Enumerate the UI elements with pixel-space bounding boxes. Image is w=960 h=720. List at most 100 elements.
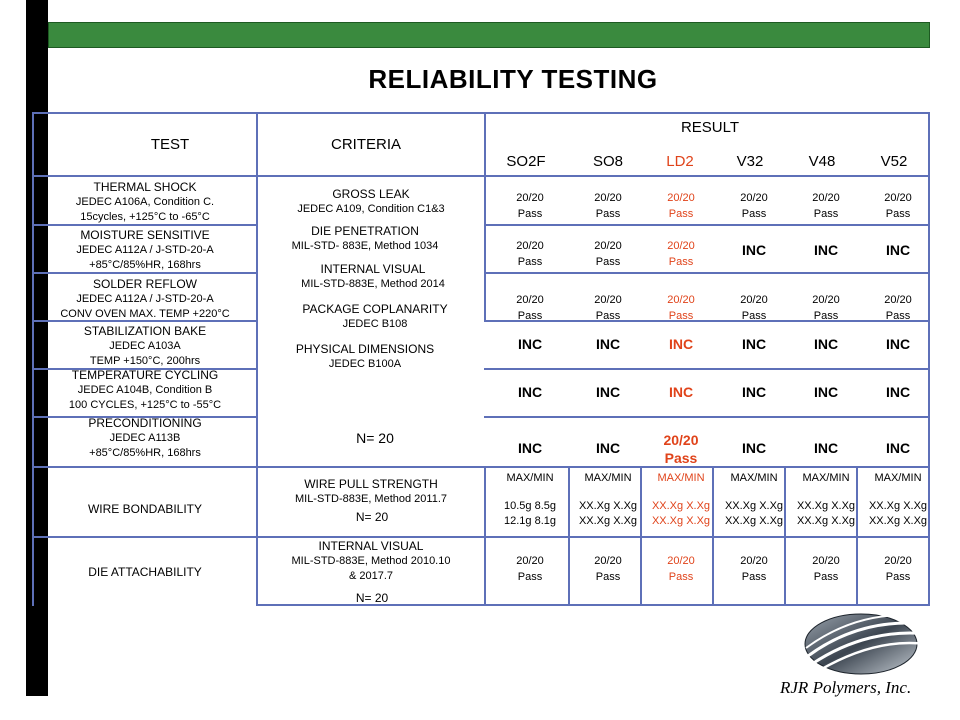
header-bar [48,22,930,48]
result-thermal_shock-so8-status: Pass [595,208,621,220]
grid-line [32,224,258,226]
wire-so8-min: XX.Xg X.Xg [578,515,638,527]
result-solder_reflow-ld2-status: Pass [668,310,694,322]
test-thermal-shock: THERMAL SHOCK JEDEC A106A, Condition C. 15… [75,180,215,223]
die-v52-status: Pass [885,571,911,583]
criteria-header: CRITERIA [330,136,401,153]
grid-line [32,272,258,274]
result-solder_reflow-ld2-count: 20/20 [667,294,695,306]
die-so8-count: 20/20 [594,555,622,567]
result-temp_cycling-v32: INC [741,384,767,400]
column-header-ld2: LD2 [666,153,694,170]
wire-v48-max: XX.Xg X.Xg [796,500,856,512]
test-header: TEST [150,136,190,153]
die-attach-sample-size: N= 20 [355,591,389,605]
result-stabilization-v48: INC [813,336,839,352]
wire-ld2-header: MAX/MIN [657,472,705,484]
column-header-so2f: SO2F [506,153,546,170]
result-moisture-so8-count: 20/20 [594,240,622,252]
result-temp_cycling-v52: INC [885,384,911,400]
grid-line [484,224,930,226]
result-stabilization-so2f: INC [517,336,543,352]
grid-line [928,112,930,606]
result-thermal_shock-ld2-status: Pass [668,208,694,220]
test-moisture-sensitive: MOISTURE SENSITIVE JEDEC A112A / J-STD-20… [76,228,214,271]
result-thermal_shock-v32-count: 20/20 [740,192,768,204]
criteria-physical-dimensions: PHYSICAL DIMENSIONS JEDEC B100A [295,342,435,370]
result-moisture-ld2-count: 20/20 [667,240,695,252]
result-stabilization-so8: INC [595,336,621,352]
test-temperature-cycling: TEMPERATURE CYCLING JEDEC A104B, Conditio… [68,368,222,411]
grid-line [32,112,930,114]
grid-line [484,112,486,320]
grid-line [484,416,930,418]
wire-ld2-max: XX.Xg X.Xg [651,500,711,512]
result-solder_reflow-so8-count: 20/20 [594,294,622,306]
result-temp_cycling-so2f: INC [517,384,543,400]
criteria-sample-size: N= 20 [356,430,394,446]
result-preconditioning-ld2-count: 20/20 [663,432,699,448]
result-solder_reflow-v32-count: 20/20 [740,294,768,306]
wire-bond-sample-size: N= 20 [355,510,389,524]
wire-v48-header: MAX/MIN [802,472,850,484]
left-bar [26,0,48,696]
criteria-gross-leak: GROSS LEAK JEDEC A109, Condition C1&3 [297,187,445,215]
column-header-v48: V48 [808,153,836,170]
grid-line [32,466,930,468]
die-v48-count: 20/20 [812,555,840,567]
result-stabilization-v32: INC [741,336,767,352]
result-thermal_shock-so2f-count: 20/20 [516,192,544,204]
result-header: RESULT [680,119,740,136]
wire-so2f-min: 12.1g 8.1g [504,515,556,527]
wire-so8-header: MAX/MIN [584,472,632,484]
result-preconditioning-so8: INC [595,440,621,456]
criteria-die-attach-visual: INTERNAL VISUAL MIL-STD-883E, Method 2010… [291,539,451,582]
column-header-v52: V52 [880,153,908,170]
column-header-so8: SO8 [592,153,623,170]
result-solder_reflow-so2f-count: 20/20 [516,294,544,306]
result-moisture-v48: INC [813,242,839,258]
wire-v32-max: XX.Xg X.Xg [724,500,784,512]
result-preconditioning-v52: INC [885,440,911,456]
criteria-wire-pull: WIRE PULL STRENGTH MIL-STD-883E, Method 2… [294,477,448,505]
wire-ld2-min: XX.Xg X.Xg [651,515,711,527]
result-thermal_shock-ld2-count: 20/20 [667,192,695,204]
test-preconditioning: PRECONDITIONING JEDEC A113B +85°C/85%HR, 1… [88,416,202,459]
test-wire-bondability: WIRE BONDABILITY [87,502,203,516]
result-stabilization-v52: INC [885,336,911,352]
result-solder_reflow-so2f-status: Pass [517,310,543,322]
result-preconditioning-ld2-status: Pass [664,450,698,466]
wire-so2f-max: 10.5g 8.5g [504,500,556,512]
wire-v32-min: XX.Xg X.Xg [724,515,784,527]
grid-line [484,320,930,322]
die-so2f-count: 20/20 [516,555,544,567]
die-so8-status: Pass [595,571,621,583]
result-moisture-v52: INC [885,242,911,258]
result-solder_reflow-v52-count: 20/20 [884,294,912,306]
result-solder_reflow-v32-status: Pass [741,310,767,322]
die-v48-status: Pass [813,571,839,583]
result-solder_reflow-so8-status: Pass [595,310,621,322]
criteria-internal-visual: INTERNAL VISUAL MIL-STD-883E, Method 2014 [301,262,445,290]
wire-so2f-header: MAX/MIN [506,472,554,484]
grid-line [484,368,930,370]
result-temp_cycling-so8: INC [595,384,621,400]
page-title: RELIABILITY TESTING [368,64,658,94]
die-ld2-count: 20/20 [667,555,695,567]
result-preconditioning-v48: INC [813,440,839,456]
die-v52-count: 20/20 [884,555,912,567]
wire-v52-header: MAX/MIN [874,472,922,484]
result-thermal_shock-so8-count: 20/20 [594,192,622,204]
grid-line [32,112,34,606]
wire-v52-min: XX.Xg X.Xg [868,515,928,527]
grid-line [484,272,930,274]
column-header-v32: V32 [736,153,764,170]
die-v32-count: 20/20 [740,555,768,567]
grid-line [256,604,930,606]
result-preconditioning-v32: INC [741,440,767,456]
result-solder_reflow-v52-status: Pass [885,310,911,322]
logo-swoosh-icon [804,613,929,675]
wire-v48-min: XX.Xg X.Xg [796,515,856,527]
result-thermal_shock-v48-status: Pass [813,208,839,220]
result-preconditioning-so2f: INC [517,440,543,456]
